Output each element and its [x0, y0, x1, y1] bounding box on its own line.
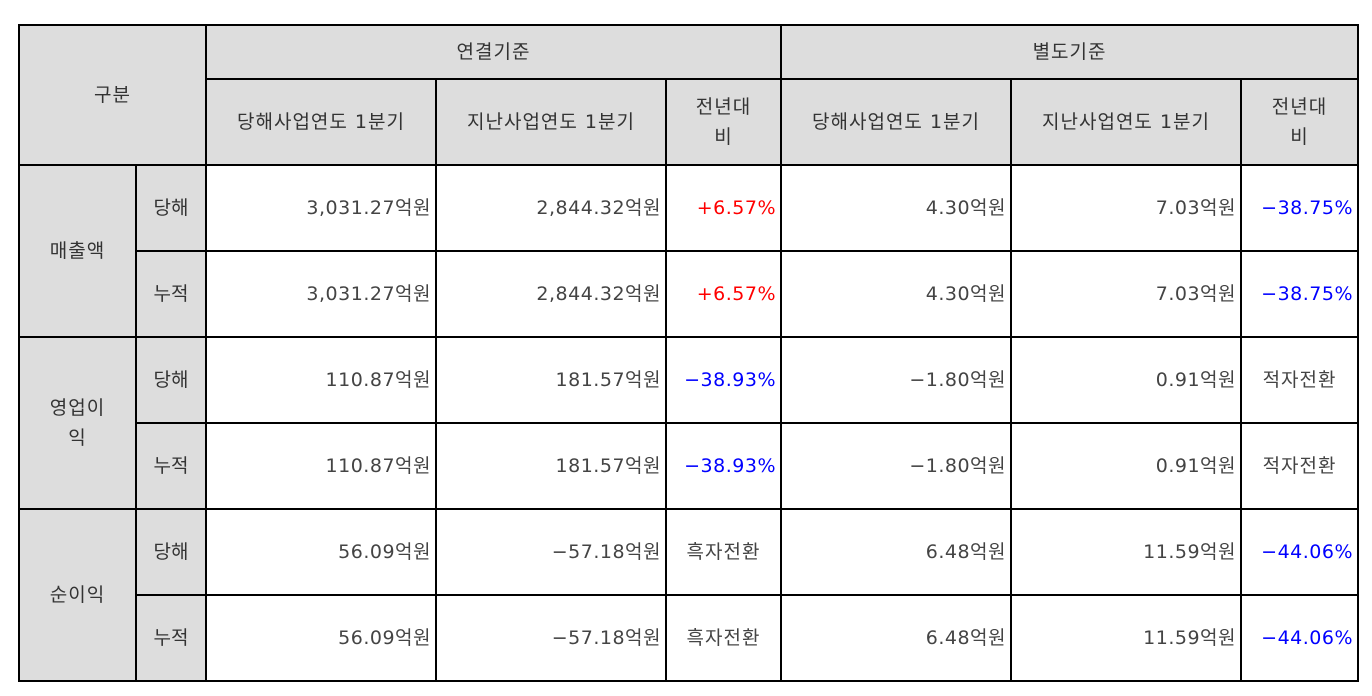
- period-label: 당해: [135, 164, 207, 252]
- separate-previous: 11.59억원: [1010, 508, 1243, 596]
- separate-previous: 11.59억원: [1010, 594, 1243, 682]
- separate-change: −38.75%: [1240, 250, 1360, 338]
- table-row: 누적 56.09억원 −57.18억원 흑자전환 6.48억원 11.59억원 …: [19, 594, 1360, 682]
- separate-change: −44.06%: [1240, 508, 1360, 596]
- consolidated-previous: 2,844.32억원: [435, 250, 667, 338]
- consolidated-change: −38.93%: [664, 336, 783, 424]
- table-row: 매출액 당해 3,031.27억원 2,844.32억원 +6.57% 4.30…: [18, 164, 1360, 338]
- consolidated-current: 110.87억원: [205, 422, 437, 510]
- separate-current: −1.80억원: [780, 336, 1013, 424]
- section-label-net-income: 순이익: [18, 508, 137, 682]
- separate-change: 적자전환: [1240, 422, 1360, 510]
- table-row: 누적 110.87억원 181.57억원 −38.93% −1.80억원 0.9…: [19, 422, 1360, 510]
- separate-previous: 7.03억원: [1010, 250, 1243, 338]
- separate-current: 6.48억원: [780, 594, 1013, 682]
- table-row: 누적 3,031.27억원 2,844.32억원 +6.57% 4.30억원 7…: [19, 250, 1360, 338]
- separate-current: 4.30억원: [780, 164, 1013, 252]
- consolidated-current: 3,031.27억원: [205, 164, 437, 252]
- section-label-revenue: 매출액: [18, 164, 137, 338]
- separate-previous: 7.03억원: [1010, 164, 1243, 252]
- consolidated-previous: 181.57억원: [435, 422, 667, 510]
- header-row-columns: 당해사업연도 1분기 지난사업연도 1분기 전년대비 당해사업연도 1분기 지난…: [19, 78, 1360, 166]
- consolidated-previous: 181.57억원: [435, 336, 667, 424]
- separate-previous: 0.91억원: [1010, 422, 1243, 510]
- consolidated-change: 흑자전환: [664, 594, 783, 682]
- col-header-separate-current: 당해사업연도 1분기: [780, 78, 1013, 166]
- table-row: 영업이익 당해 110.87억원 181.57억원 −38.93% −1.80억…: [18, 336, 1360, 510]
- separate-current: 4.30억원: [780, 250, 1013, 338]
- consolidated-change: +6.57%: [664, 164, 783, 252]
- consolidated-change: +6.57%: [664, 250, 783, 338]
- financial-results-table: 구분 연결기준 별도기준 당해사업연도 1분기 지난사업연도 1분기 전년대비 …: [18, 24, 1360, 682]
- period-label: 누적: [135, 250, 207, 338]
- consolidated-previous: 2,844.32억원: [435, 164, 667, 252]
- period-label: 당해: [135, 336, 207, 424]
- separate-change: −44.06%: [1240, 594, 1360, 682]
- col-header-separate-previous: 지난사업연도 1분기: [1010, 78, 1243, 166]
- period-label: 누적: [135, 594, 207, 682]
- separate-previous: 0.91억원: [1010, 336, 1243, 424]
- col-header-consolidated-change: 전년대비: [664, 78, 783, 166]
- col-header-consolidated-previous: 지난사업연도 1분기: [435, 78, 667, 166]
- table-row: 순이익 당해 56.09억원 −57.18억원 흑자전환 6.48억원 11.5…: [18, 508, 1360, 682]
- consolidated-current: 110.87억원: [205, 336, 437, 424]
- separate-change: 적자전환: [1240, 336, 1360, 424]
- consolidated-change: −38.93%: [664, 422, 783, 510]
- consolidated-previous: −57.18억원: [435, 508, 667, 596]
- col-header-separate-change: 전년대비: [1240, 78, 1360, 166]
- corner-header: 구분: [18, 24, 207, 166]
- separate-current: 6.48억원: [780, 508, 1013, 596]
- section-label-operating-profit: 영업이익: [18, 336, 137, 510]
- consolidated-current: 3,031.27억원: [205, 250, 437, 338]
- period-label: 당해: [135, 508, 207, 596]
- col-header-consolidated-current: 당해사업연도 1분기: [205, 78, 437, 166]
- consolidated-current: 56.09억원: [205, 508, 437, 596]
- consolidated-change: 흑자전환: [664, 508, 783, 596]
- consolidated-current: 56.09억원: [205, 594, 437, 682]
- group-header-separate: 별도기준: [780, 24, 1360, 80]
- period-label: 누적: [135, 422, 207, 510]
- separate-current: −1.80억원: [780, 422, 1013, 510]
- separate-change: −38.75%: [1240, 164, 1360, 252]
- group-header-consolidated: 연결기준: [204, 24, 783, 80]
- consolidated-previous: −57.18억원: [435, 594, 667, 682]
- header-row-groups: 구분 연결기준 별도기준: [18, 24, 1360, 166]
